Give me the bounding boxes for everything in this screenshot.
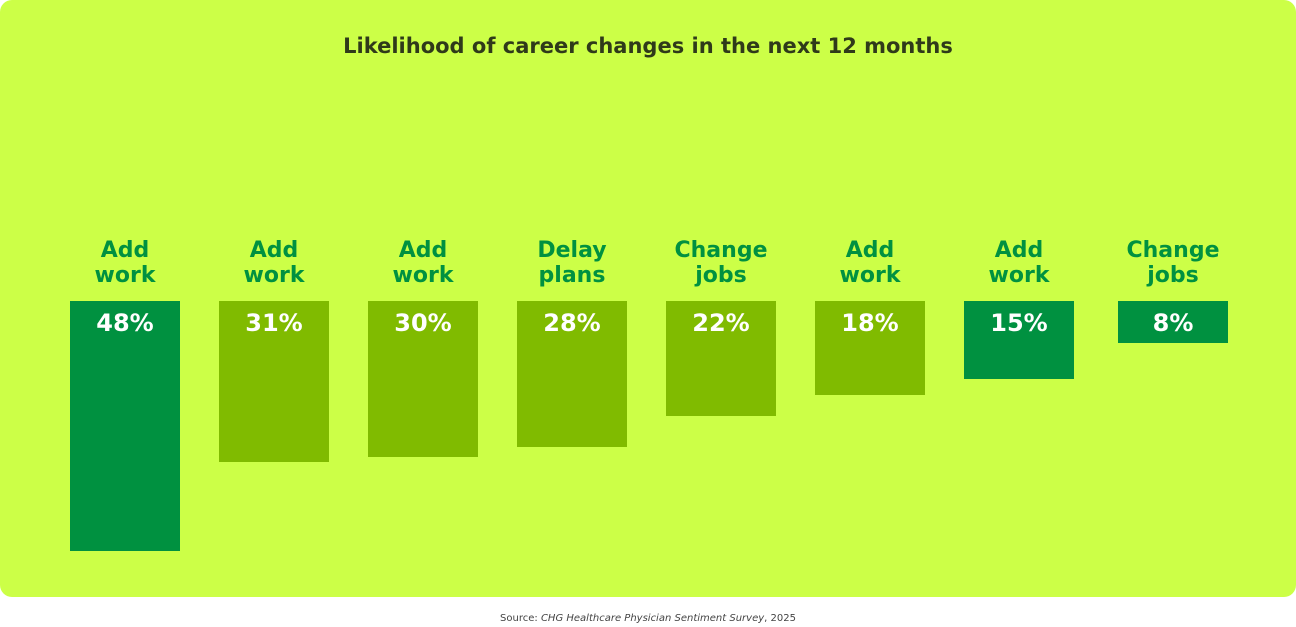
bar: 8% [1118, 301, 1228, 343]
group-label: Add work [988, 238, 1050, 288]
group-label: Add work [839, 238, 901, 288]
bar: 48% [70, 301, 180, 551]
group-label: Change jobs [1126, 238, 1220, 288]
group-label: Delay plans [537, 238, 607, 288]
value-label: 18% [841, 309, 899, 337]
value-label: 48% [96, 309, 154, 337]
value-label: 31% [245, 309, 303, 337]
value-label: 8% [1152, 309, 1194, 337]
group-label: Add work [94, 238, 156, 288]
bar: 31% [219, 301, 329, 463]
bar: 28% [517, 301, 627, 447]
source-suffix: , 2025 [764, 613, 796, 624]
value-label: 15% [990, 309, 1048, 337]
chart-card: Likelihood of career changes in the next… [0, 0, 1296, 597]
source-name: CHG Healthcare Physician Sentiment Surve… [540, 613, 765, 624]
source-note: Source: CHG Healthcare Physician Sentime… [0, 613, 1296, 624]
bar: 18% [815, 301, 925, 395]
source-prefix: Source: [500, 613, 541, 624]
value-label: 30% [394, 309, 452, 337]
value-label: 28% [543, 309, 601, 337]
bar: 15% [964, 301, 1074, 380]
bar: 22% [666, 301, 776, 416]
value-label: 22% [692, 309, 750, 337]
chart-title: Likelihood of career changes in the next… [343, 34, 953, 58]
group-label: Add work [243, 238, 305, 288]
bar: 30% [368, 301, 478, 458]
group-label: Change jobs [674, 238, 768, 288]
group-label: Add work [392, 238, 454, 288]
